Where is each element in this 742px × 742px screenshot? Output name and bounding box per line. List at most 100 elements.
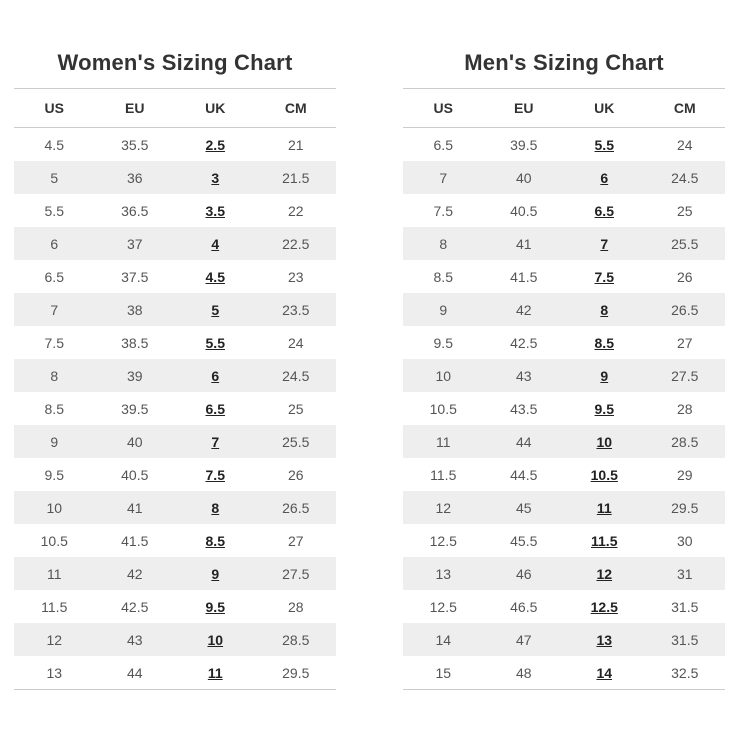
- size-cell-uk: 10.5: [564, 458, 645, 491]
- mens-chart-title: Men's Sizing Chart: [464, 50, 664, 75]
- size-cell-eu: 42.5: [121, 598, 149, 615]
- uk-size-link[interactable]: 2.5: [205, 136, 225, 153]
- size-cell-us: 10: [46, 499, 63, 516]
- size-cell-uk: 14: [564, 656, 645, 690]
- size-cell-eu: 42: [515, 301, 532, 318]
- uk-size-link[interactable]: 6.5: [205, 400, 225, 417]
- table-row: 13 46 12 31: [403, 557, 725, 590]
- size-cell-us: 11.5: [430, 466, 457, 483]
- womens-sizing-section: Women's Sizing Chart US EU UK CM 4.5 35.5 2.5…: [14, 50, 336, 690]
- uk-size-link[interactable]: 7.5: [594, 268, 614, 285]
- size-cell-eu: 41.5: [121, 532, 149, 549]
- uk-size-link[interactable]: 11: [596, 499, 612, 516]
- uk-size-link[interactable]: 3.5: [205, 202, 225, 219]
- uk-size-link[interactable]: 8: [600, 301, 609, 318]
- table-row: 8 41 7 25.5: [403, 227, 725, 260]
- table-row: 8.5 41.5 7.5 26: [403, 260, 725, 293]
- uk-size-link[interactable]: 14: [596, 664, 613, 681]
- table-row: 5.5 36.5 3.5 22: [14, 194, 336, 227]
- table-row: 8.5 39.5 6.5 25: [14, 392, 336, 425]
- uk-size-link[interactable]: 7: [211, 433, 220, 450]
- uk-size-link[interactable]: 4: [211, 235, 220, 252]
- size-cell-cm: 24: [676, 136, 693, 153]
- uk-size-link[interactable]: 5.5: [205, 334, 225, 351]
- womens-table-body: 4.5 35.5 2.5 21 5 36 3 21.5 5.5 36.5 3.5 22 6 37 4 22.5…: [14, 127, 336, 690]
- size-cell-uk: 10: [564, 425, 645, 458]
- size-cell-us: 13: [46, 664, 63, 681]
- size-cell-uk: 4.5: [175, 260, 256, 293]
- uk-size-link[interactable]: 7.5: [205, 466, 225, 483]
- header-row: US EU UK CM: [403, 88, 725, 128]
- womens-chart-title: Women's Sizing Chart: [57, 50, 293, 75]
- size-cell-cm: 25: [676, 202, 693, 219]
- column-header-uk: UK: [175, 88, 256, 128]
- size-cell-cm: 26: [676, 268, 693, 285]
- size-cell-cm: 25.5: [671, 235, 699, 252]
- size-cell-uk: 9.5: [564, 392, 645, 425]
- uk-size-link[interactable]: 6: [211, 367, 220, 384]
- uk-size-link[interactable]: 11: [207, 664, 223, 681]
- mens-sizing-section: Men's Sizing Chart US EU UK CM 6.5 39.5 5.5 24…: [403, 50, 725, 690]
- size-cell-us: 12.5: [429, 598, 457, 615]
- uk-size-link[interactable]: 9.5: [594, 400, 614, 417]
- table-row: 7.5 38.5 5.5 24: [14, 326, 336, 359]
- size-cell-eu: 46.5: [510, 598, 538, 615]
- size-cell-uk: 5.5: [175, 326, 256, 359]
- table-row: 6 37 4 22.5: [14, 227, 336, 260]
- uk-size-link[interactable]: 3: [211, 169, 220, 186]
- uk-size-link[interactable]: 9.5: [205, 598, 225, 615]
- header-row: US EU UK CM: [14, 88, 336, 128]
- size-cell-uk: 11.5: [564, 524, 645, 557]
- size-cell-us: 6.5: [433, 136, 453, 153]
- uk-size-link[interactable]: 8.5: [205, 532, 225, 549]
- size-cell-uk: 7: [564, 227, 645, 260]
- table-row: 11.5 42.5 9.5 28: [14, 590, 336, 623]
- table-row: 14 47 13 31.5: [403, 623, 725, 656]
- uk-size-link[interactable]: 6.5: [594, 202, 614, 219]
- table-row: 7.5 40.5 6.5 25: [403, 194, 725, 227]
- uk-size-link[interactable]: 6: [600, 169, 609, 186]
- size-cell-cm: 27.5: [671, 367, 699, 384]
- size-cell-eu: 39.5: [510, 136, 538, 153]
- uk-size-link[interactable]: 12.5: [590, 598, 618, 615]
- uk-size-link[interactable]: 9: [600, 367, 609, 384]
- size-cell-us: 11: [46, 565, 62, 582]
- table-row: 10 41 8 26.5: [14, 491, 336, 524]
- table-row: 12.5 45.5 11.5 30: [403, 524, 725, 557]
- size-cell-eu: 44.5: [510, 466, 538, 483]
- table-row: 11.5 44.5 10.5 29: [403, 458, 725, 491]
- uk-size-link[interactable]: 4.5: [205, 268, 225, 285]
- size-cell-uk: 13: [564, 623, 645, 656]
- size-cell-uk: 3.5: [175, 194, 256, 227]
- size-cell-uk: 8: [175, 491, 256, 524]
- uk-size-link[interactable]: 12: [596, 565, 613, 582]
- size-cell-us: 8.5: [433, 268, 453, 285]
- uk-size-link[interactable]: 7: [600, 235, 609, 252]
- size-cell-us: 10.5: [429, 400, 457, 417]
- table-row: 4.5 35.5 2.5 21: [14, 127, 336, 161]
- uk-size-link[interactable]: 9: [211, 565, 220, 582]
- size-cell-cm: 27: [287, 532, 304, 549]
- size-cell-cm: 28.5: [282, 631, 310, 648]
- uk-size-link[interactable]: 5: [211, 301, 220, 318]
- size-cell-cm: 31: [676, 565, 693, 582]
- uk-size-link[interactable]: 10: [207, 631, 224, 648]
- size-cell-uk: 11: [564, 491, 645, 524]
- column-header-cm: CM: [644, 88, 725, 128]
- size-cell-cm: 22: [287, 202, 304, 219]
- uk-size-link[interactable]: 13: [596, 631, 613, 648]
- uk-size-link[interactable]: 8.5: [594, 334, 614, 351]
- uk-size-link[interactable]: 10.5: [590, 466, 618, 483]
- uk-size-link[interactable]: 5.5: [594, 136, 614, 153]
- womens-sizing-table: US EU UK CM 4.5 35.5 2.5 21 5 36 3 21.5 5.5 36.5 3.5 2…: [14, 88, 336, 690]
- size-cell-us: 12.5: [429, 532, 457, 549]
- size-cell-uk: 7.5: [175, 458, 256, 491]
- size-cell-eu: 37: [126, 235, 143, 252]
- size-cell-uk: 9: [175, 557, 256, 590]
- size-cell-us: 11: [435, 433, 451, 450]
- uk-size-link[interactable]: 10: [596, 433, 613, 450]
- mens-table-header: US EU UK CM: [403, 88, 725, 128]
- uk-size-link[interactable]: 8: [211, 499, 220, 516]
- uk-size-link[interactable]: 11.5: [591, 532, 618, 549]
